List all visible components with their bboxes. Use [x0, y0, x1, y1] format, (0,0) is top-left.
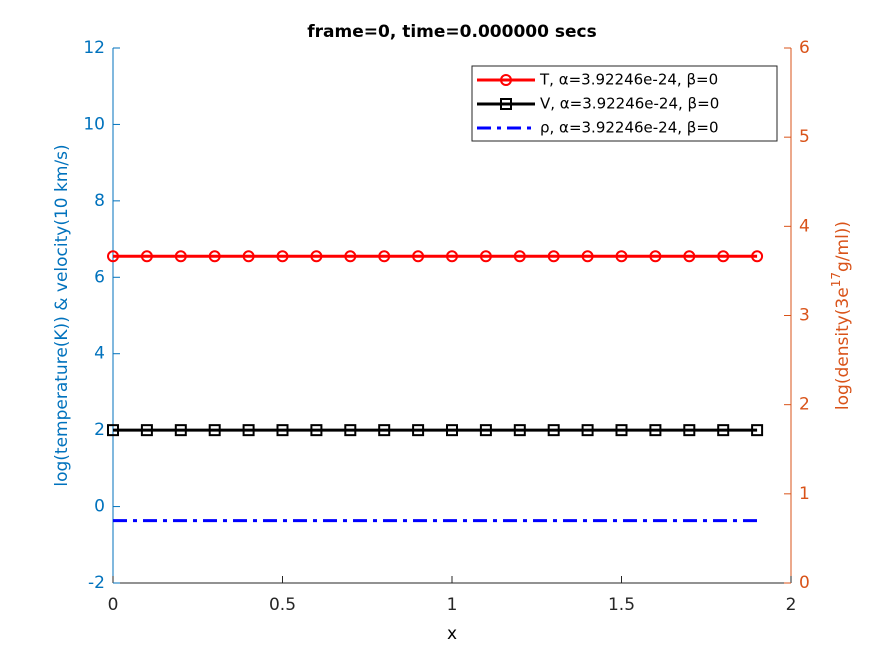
- marker: [683, 250, 696, 263]
- legend-label: T, α=3.92246e-24, β=0: [539, 71, 718, 89]
- x-tick-label: 1: [447, 595, 458, 615]
- marker: [581, 424, 594, 437]
- marker: [513, 250, 526, 263]
- marker: [208, 424, 221, 437]
- x-axis-label: x: [447, 624, 457, 644]
- x-tick-label: 2: [786, 595, 797, 615]
- y2-tick-label: 2: [799, 395, 810, 415]
- y2-tick-label: 6: [799, 38, 810, 58]
- marker: [242, 424, 255, 437]
- marker: [310, 250, 323, 263]
- y-tick-label: -2: [88, 573, 105, 593]
- marker: [412, 250, 425, 263]
- y2-axis-label-part: 17: [829, 272, 843, 287]
- marker: [615, 250, 628, 263]
- y2-tick-label: 5: [799, 127, 810, 147]
- marker: [276, 424, 289, 437]
- marker: [547, 424, 560, 437]
- marker: [174, 250, 187, 263]
- legend-marker: [500, 98, 512, 110]
- legend-label: V, α=3.92246e-24, β=0: [540, 95, 719, 113]
- marker: [581, 250, 594, 263]
- y-tick-label: 12: [83, 38, 105, 58]
- y2-tick-label: 4: [799, 216, 810, 236]
- marker: [107, 250, 119, 263]
- marker: [649, 424, 662, 437]
- y-tick-label: 6: [94, 267, 105, 287]
- marker: [615, 424, 628, 437]
- marker: [344, 424, 357, 437]
- marker: [242, 250, 255, 263]
- marker: [751, 250, 764, 263]
- y-tick-label: 0: [94, 497, 105, 517]
- y2-tick-label: 1: [799, 484, 810, 504]
- y-axis-label: log(temperature(K)) & velocity(10 km/s): [52, 144, 72, 486]
- marker: [378, 424, 391, 437]
- marker: [140, 424, 153, 437]
- marker: [412, 424, 425, 437]
- legend-label: ρ, α=3.92246e-24, β=0: [540, 119, 719, 137]
- marker: [649, 250, 662, 263]
- y-tick-label: 2: [94, 420, 105, 440]
- legend-marker: [500, 74, 512, 86]
- y2-axis-label: log(density(3e17g/ml)): [829, 221, 854, 410]
- x-tick-label: 0.5: [269, 595, 296, 615]
- x-tick-label: 1.5: [608, 595, 635, 615]
- x-tick-label: 0: [108, 595, 119, 615]
- marker: [479, 424, 492, 437]
- marker: [174, 424, 187, 437]
- marker: [107, 424, 119, 437]
- marker: [276, 250, 289, 263]
- y-tick-label: 4: [94, 344, 105, 364]
- y2-tick-label: 0: [799, 573, 810, 593]
- marker: [140, 250, 153, 263]
- marker: [310, 424, 323, 437]
- y2-tick-label: 3: [799, 306, 810, 326]
- marker: [378, 250, 391, 263]
- marker: [683, 424, 696, 437]
- marker: [446, 250, 458, 263]
- marker: [513, 424, 526, 437]
- marker: [446, 424, 458, 437]
- marker: [717, 424, 730, 437]
- marker: [479, 250, 492, 263]
- marker: [717, 250, 730, 263]
- y2-axis-label-part: g/ml)): [833, 221, 853, 272]
- marker: [751, 424, 764, 437]
- marker: [547, 250, 560, 263]
- y-tick-label: 10: [83, 114, 105, 134]
- y-tick-label: 8: [94, 191, 105, 211]
- marker: [208, 250, 221, 263]
- chart-title: frame=0, time=0.000000 secs: [307, 22, 596, 42]
- y2-axis-label-part: log(density(3e: [833, 287, 853, 410]
- marker: [344, 250, 357, 263]
